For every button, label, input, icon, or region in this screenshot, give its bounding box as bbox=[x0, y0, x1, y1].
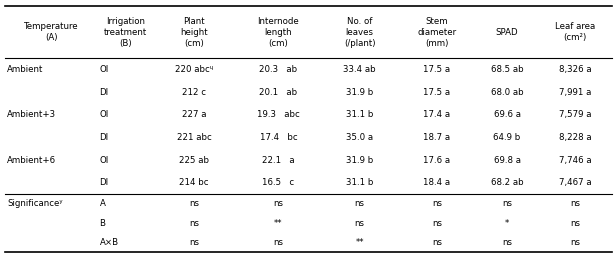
Text: Stem
diameter
(mm): Stem diameter (mm) bbox=[418, 17, 456, 48]
Text: 17.4 a: 17.4 a bbox=[423, 110, 450, 119]
Text: 17.6 a: 17.6 a bbox=[423, 156, 450, 165]
Text: DI: DI bbox=[99, 88, 109, 96]
Text: Temperature
(A): Temperature (A) bbox=[25, 22, 79, 42]
Text: ns: ns bbox=[570, 219, 580, 228]
Text: 31.1 b: 31.1 b bbox=[346, 179, 373, 187]
Text: DI: DI bbox=[99, 133, 109, 142]
Text: ns: ns bbox=[189, 238, 199, 247]
Text: 31.9 b: 31.9 b bbox=[346, 156, 373, 165]
Text: 221 abc: 221 abc bbox=[177, 133, 211, 142]
Text: ns: ns bbox=[502, 199, 512, 208]
Text: Plant
height
(cm): Plant height (cm) bbox=[181, 17, 208, 48]
Text: ns: ns bbox=[570, 199, 580, 208]
Text: ns: ns bbox=[432, 199, 442, 208]
Text: Ambient+6: Ambient+6 bbox=[7, 156, 56, 165]
Text: ns: ns bbox=[273, 199, 284, 208]
Text: ns: ns bbox=[570, 238, 580, 247]
Text: Significanceʸ: Significanceʸ bbox=[7, 199, 63, 208]
Text: ns: ns bbox=[189, 199, 199, 208]
Text: 16.5   c: 16.5 c bbox=[262, 179, 295, 187]
Text: 20.3   ab: 20.3 ab bbox=[260, 65, 298, 74]
Text: A×B: A×B bbox=[99, 238, 119, 247]
Text: Ambient: Ambient bbox=[7, 65, 44, 74]
Text: ns: ns bbox=[273, 238, 284, 247]
Text: 35.0 a: 35.0 a bbox=[346, 133, 373, 142]
Text: OI: OI bbox=[99, 65, 109, 74]
Text: 68.5 ab: 68.5 ab bbox=[491, 65, 523, 74]
Text: 7,991 a: 7,991 a bbox=[559, 88, 591, 96]
Text: 18.4 a: 18.4 a bbox=[423, 179, 450, 187]
Text: 68.2 ab: 68.2 ab bbox=[491, 179, 523, 187]
Text: 31.9 b: 31.9 b bbox=[346, 88, 373, 96]
Text: 212 c: 212 c bbox=[182, 88, 206, 96]
Text: 20.1   ab: 20.1 ab bbox=[260, 88, 298, 96]
Text: Irrigation
treatment
(B): Irrigation treatment (B) bbox=[104, 17, 147, 48]
Text: 18.7 a: 18.7 a bbox=[423, 133, 450, 142]
Text: *: * bbox=[505, 219, 509, 228]
Text: ns: ns bbox=[189, 219, 199, 228]
Text: 17.4   bc: 17.4 bc bbox=[260, 133, 297, 142]
Text: 214 bc: 214 bc bbox=[179, 179, 209, 187]
Text: 68.0 ab: 68.0 ab bbox=[491, 88, 523, 96]
Text: A: A bbox=[99, 199, 106, 208]
Text: 227 a: 227 a bbox=[182, 110, 206, 119]
Text: 7,579 a: 7,579 a bbox=[559, 110, 591, 119]
Text: Ambient+3: Ambient+3 bbox=[7, 110, 56, 119]
Text: 225 ab: 225 ab bbox=[179, 156, 209, 165]
Text: OI: OI bbox=[99, 156, 109, 165]
Text: 64.9 b: 64.9 b bbox=[494, 133, 521, 142]
Text: 7,746 a: 7,746 a bbox=[559, 156, 591, 165]
Text: 19.3   abc: 19.3 abc bbox=[257, 110, 300, 119]
Text: 31.1 b: 31.1 b bbox=[346, 110, 373, 119]
Text: SPAD: SPAD bbox=[495, 28, 518, 37]
Text: 220 abcᶣ: 220 abcᶣ bbox=[175, 65, 213, 74]
Text: 8,228 a: 8,228 a bbox=[559, 133, 591, 142]
Text: **: ** bbox=[356, 238, 364, 247]
Text: Leaf area
(cm²): Leaf area (cm²) bbox=[554, 22, 595, 42]
Text: Internode
length
(cm): Internode length (cm) bbox=[258, 17, 300, 48]
Text: **: ** bbox=[274, 219, 283, 228]
Text: 22.1   a: 22.1 a bbox=[262, 156, 295, 165]
Text: ns: ns bbox=[432, 219, 442, 228]
Text: OI: OI bbox=[99, 110, 109, 119]
Text: ns: ns bbox=[355, 219, 365, 228]
Text: 8,326 a: 8,326 a bbox=[559, 65, 591, 74]
Text: 69.8 a: 69.8 a bbox=[494, 156, 521, 165]
Text: DI: DI bbox=[99, 179, 109, 187]
Text: 17.5 a: 17.5 a bbox=[423, 88, 450, 96]
Text: ns: ns bbox=[432, 238, 442, 247]
Text: 69.6 a: 69.6 a bbox=[494, 110, 521, 119]
Text: 17.5 a: 17.5 a bbox=[423, 65, 450, 74]
Text: ns: ns bbox=[355, 199, 365, 208]
Text: 7,467 a: 7,467 a bbox=[559, 179, 591, 187]
Text: ns: ns bbox=[502, 238, 512, 247]
Text: B: B bbox=[99, 219, 106, 228]
Text: 33.4 ab: 33.4 ab bbox=[343, 65, 376, 74]
Text: No. of
leaves
(/plant): No. of leaves (/plant) bbox=[344, 17, 375, 48]
